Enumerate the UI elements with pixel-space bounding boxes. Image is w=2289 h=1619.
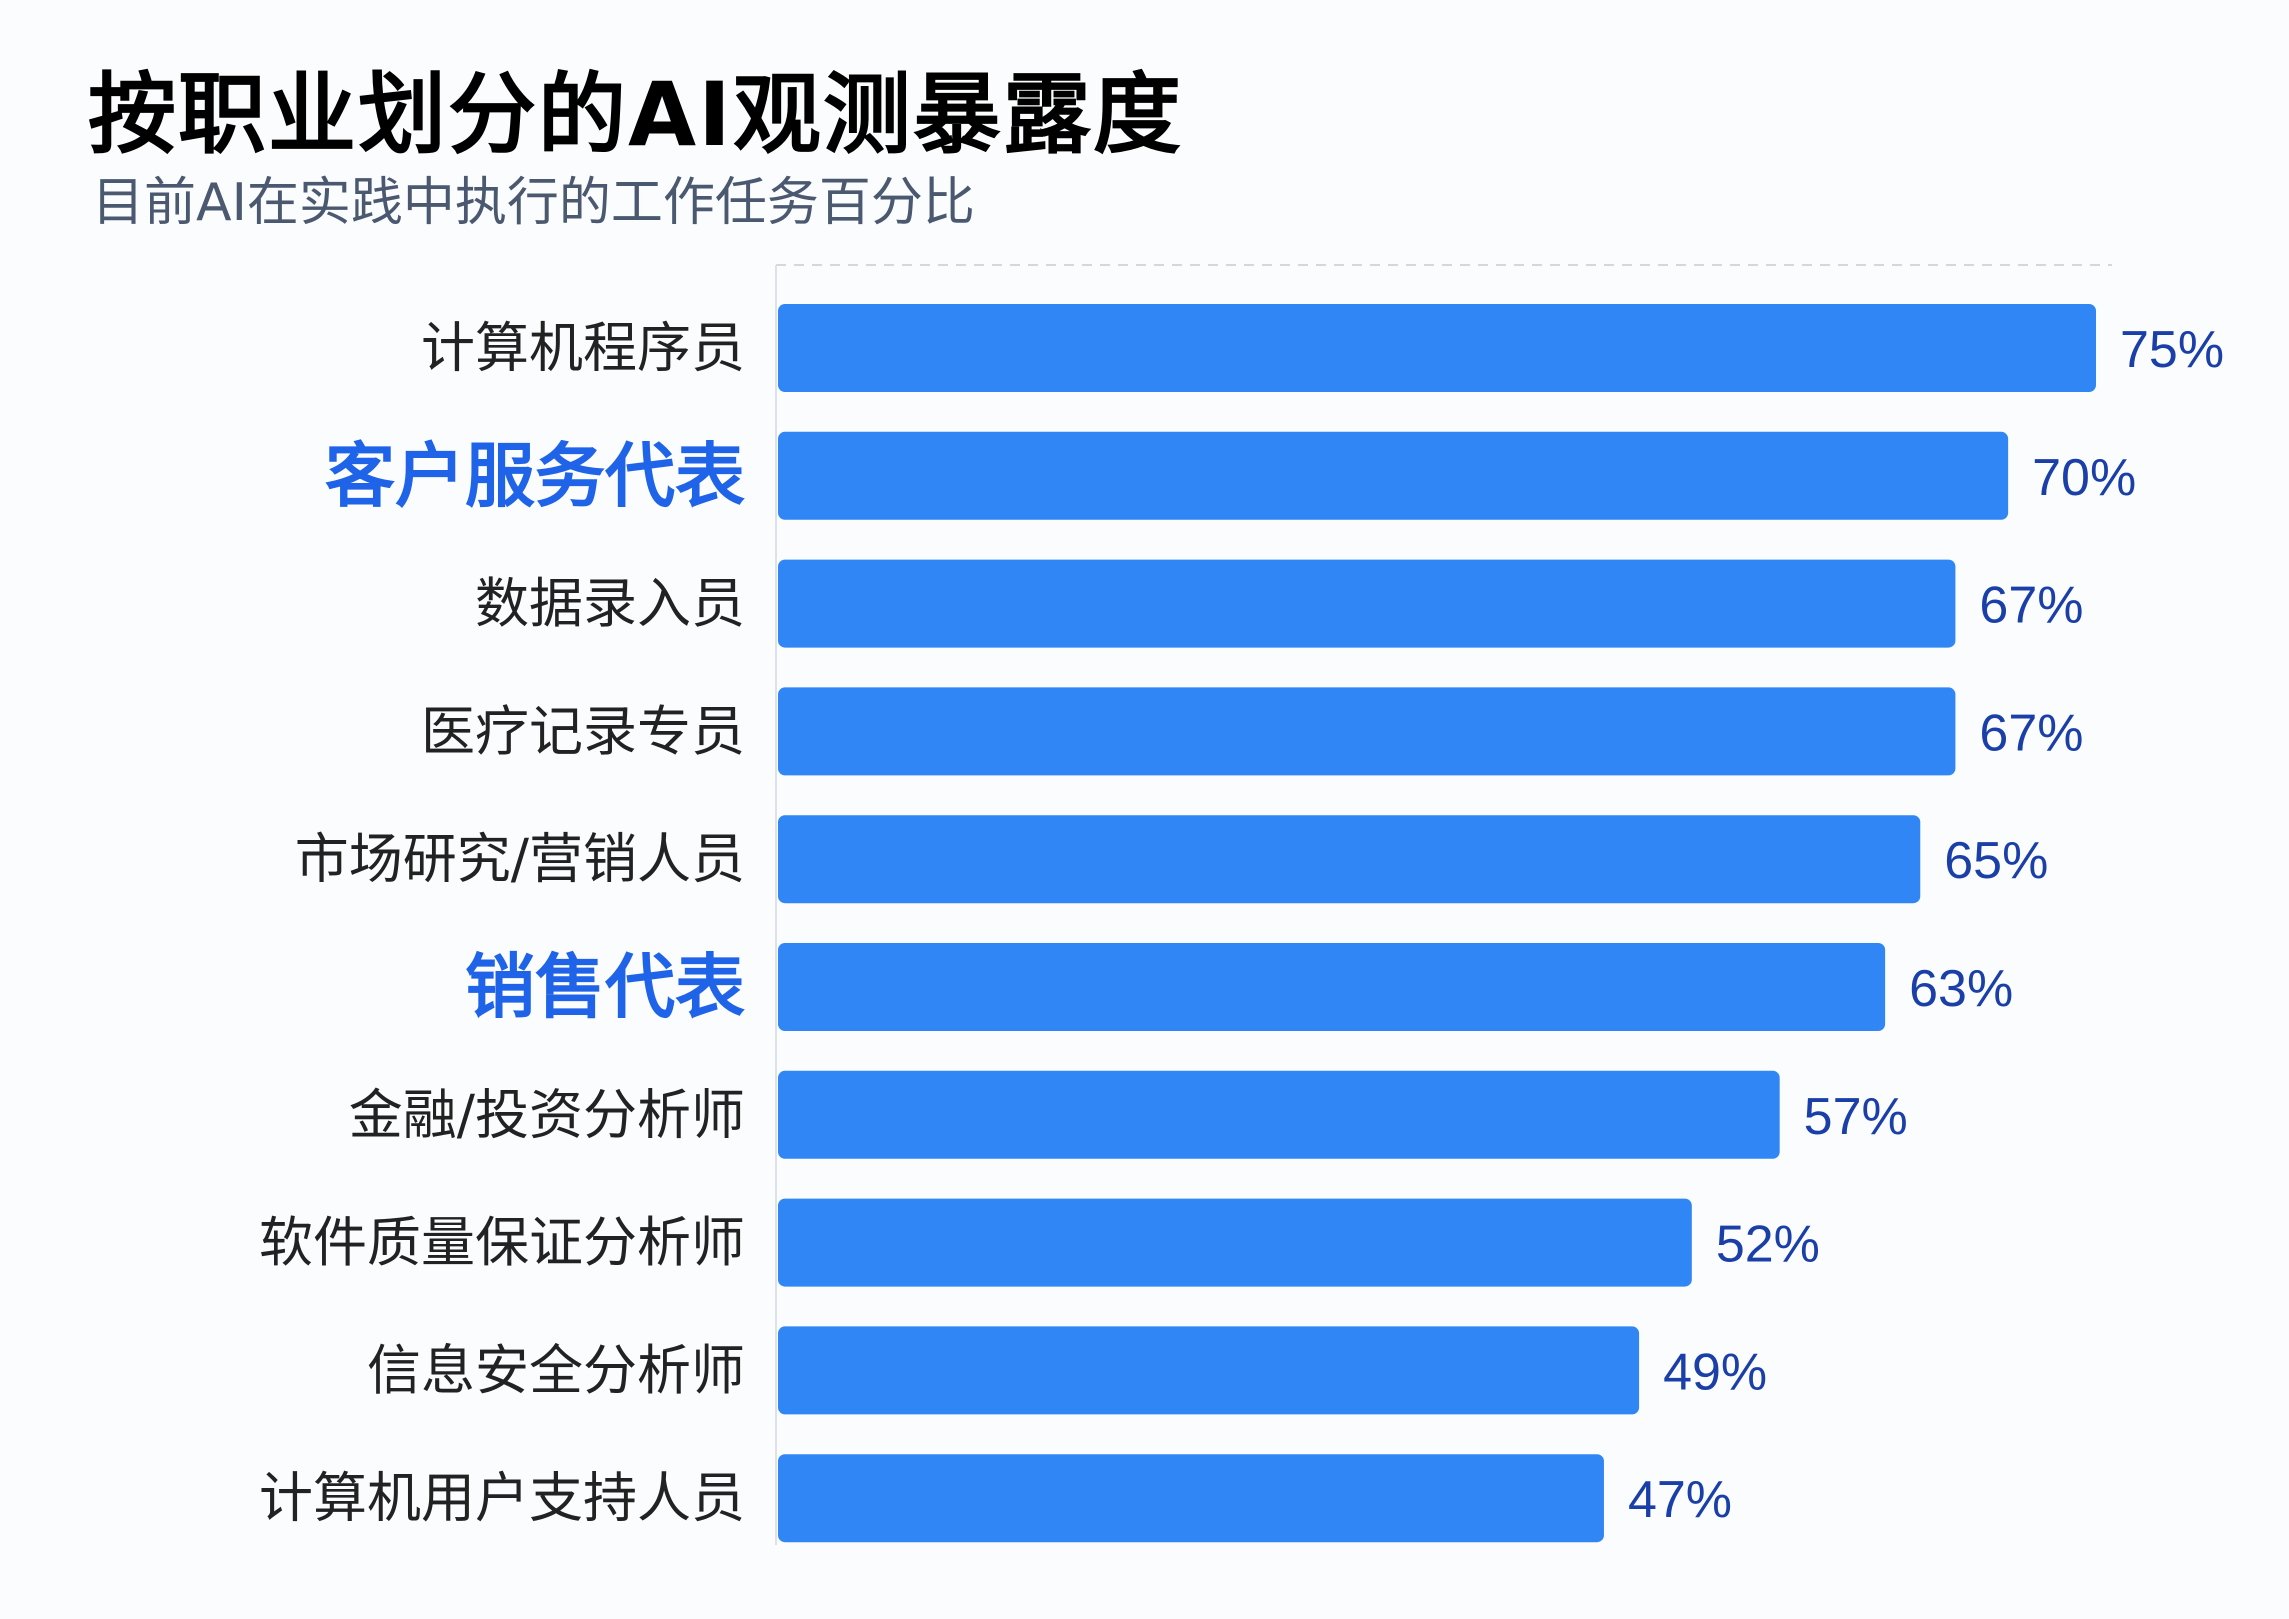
category-label-highlighted: 销售代表	[465, 946, 745, 1028]
bar	[778, 1454, 1604, 1543]
value-label: 65%	[1944, 832, 2048, 890]
category-label-highlighted: 客户服务代表	[325, 435, 745, 517]
bar	[778, 943, 1886, 1031]
value-label: 70%	[2032, 449, 2136, 507]
category-label: 市场研究/营销人员	[295, 828, 745, 891]
value-label: 52%	[1716, 1216, 1820, 1274]
value-label: 67%	[1979, 577, 2083, 635]
bar	[778, 559, 1956, 648]
value-label: 57%	[1804, 1088, 1908, 1146]
value-label: 67%	[1979, 704, 2083, 762]
bar	[778, 687, 1956, 776]
chart-subtitle: 目前AI在实践中执行的工作任务百分比	[92, 173, 975, 233]
bar	[778, 1198, 1692, 1287]
value-label: 63%	[1909, 960, 2013, 1018]
bar	[778, 304, 2096, 392]
value-label: 49%	[1663, 1343, 1767, 1401]
bar	[778, 431, 2009, 520]
category-label: 计算机程序员	[421, 317, 745, 380]
category-label: 计算机用户支持人员	[259, 1467, 745, 1530]
category-label: 金融/投资分析师	[349, 1083, 745, 1146]
bar	[778, 1070, 1780, 1159]
category-label: 医疗记录专员	[421, 700, 745, 763]
category-label: 信息安全分析师	[367, 1339, 745, 1402]
bar	[778, 1326, 1640, 1415]
chart-title: 按职业划分的AI观测暴露度	[88, 63, 1183, 166]
bar	[778, 815, 1921, 904]
category-label: 数据录入员	[475, 572, 745, 635]
value-label: 75%	[2120, 321, 2224, 379]
value-label: 47%	[1628, 1471, 1732, 1529]
category-label: 软件质量保证分析师	[259, 1211, 745, 1274]
